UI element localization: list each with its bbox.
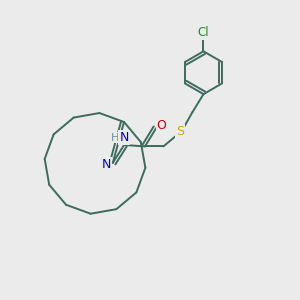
Text: N: N xyxy=(102,158,111,171)
Text: N: N xyxy=(119,131,129,144)
Text: H: H xyxy=(111,133,119,142)
Text: O: O xyxy=(157,119,166,132)
Text: Cl: Cl xyxy=(198,26,209,39)
Text: S: S xyxy=(176,125,184,138)
